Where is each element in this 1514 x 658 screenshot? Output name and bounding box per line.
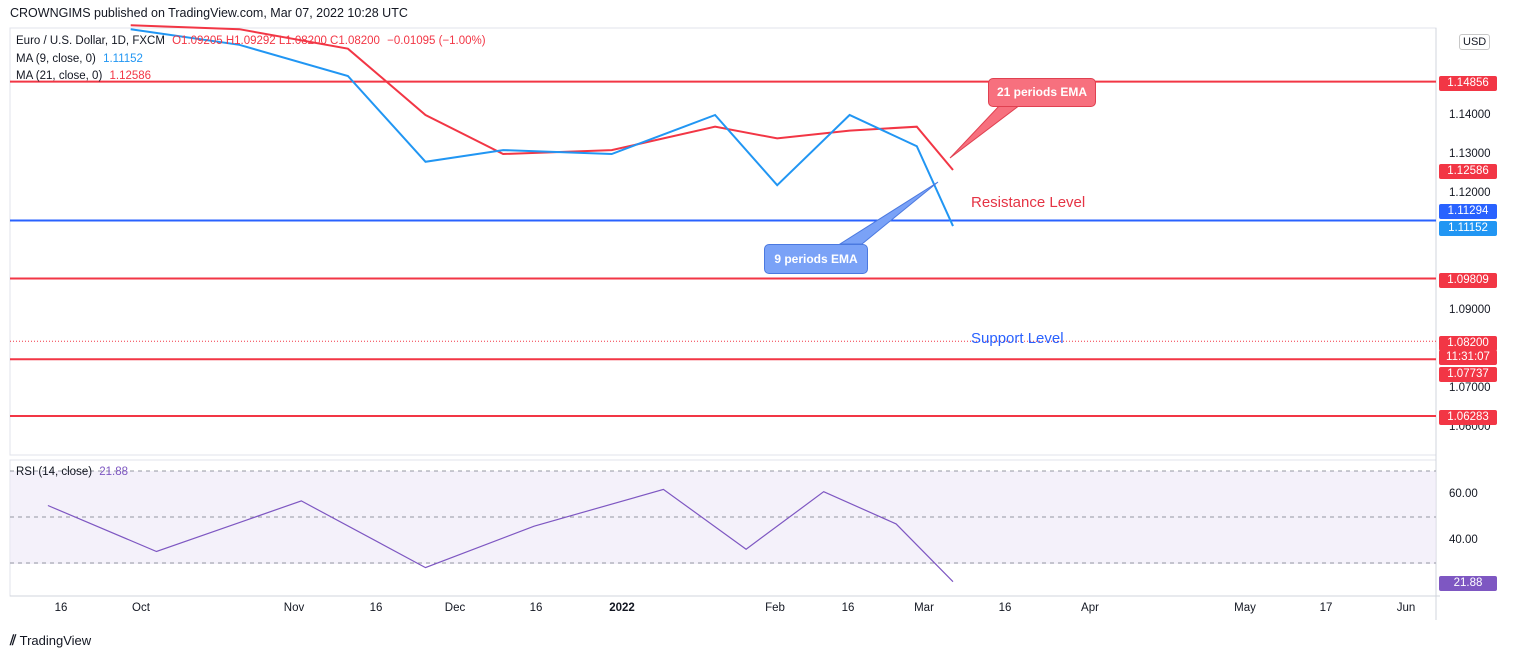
ema21-callout[interactable]: 21 periods EMA: [988, 78, 1096, 107]
ma21-legend[interactable]: MA (21, close, 0) 1.12586: [16, 70, 155, 82]
rsi-value: 21.88: [99, 466, 129, 478]
time-tick: 2022: [609, 602, 635, 614]
time-tick: Apr: [1081, 602, 1099, 614]
ma21-value: 1.12586: [109, 70, 152, 82]
ma21-label: MA (21, close, 0): [16, 70, 103, 82]
time-tick: 16: [841, 602, 855, 614]
time-tick: 16: [529, 602, 543, 614]
time-tick: Jun: [1396, 602, 1416, 614]
price-tag-level: 1.07737: [1439, 367, 1497, 382]
ma9-value: 1.11152: [103, 53, 143, 65]
rsi-tick: 60.00: [1449, 488, 1478, 500]
time-tick: Oct: [132, 602, 150, 614]
rsi-label: RSI (14, close): [16, 466, 93, 478]
resistance-level-label[interactable]: Resistance Level: [971, 194, 1086, 211]
price-tag-blue-level: 1.11294: [1439, 204, 1497, 219]
currency-badge[interactable]: USD: [1459, 34, 1491, 50]
time-tick: 16: [54, 602, 68, 614]
price-tag-level: 1.14856: [1439, 76, 1497, 91]
price-tick: 1.13000: [1449, 148, 1491, 160]
price-tag-ma21: 1.12586: [1439, 164, 1497, 179]
rsi-line: [47, 488, 954, 583]
countdown-tag: 11:31:07: [1439, 350, 1497, 365]
ohlc-values: O1.09205 H1.09292 L1.08200 C1.08200: [172, 35, 380, 47]
publish-info: CROWNGIMS published on TradingView.com, …: [10, 6, 408, 20]
symbol-legend[interactable]: Euro / U.S. Dollar, 1D, FXCM O1.09205 H1…: [16, 35, 490, 47]
rsi-tick: 40.00: [1449, 534, 1478, 546]
time-tick: Dec: [444, 602, 466, 614]
support-level-label[interactable]: Support Level: [971, 330, 1064, 347]
price-tick: 1.07000: [1449, 382, 1491, 394]
tradingview-brand: TradingView: [19, 633, 92, 648]
price-pane: [9, 27, 1437, 456]
price-tick: 1.09000: [1449, 304, 1491, 316]
price-tag-level: 1.06283: [1439, 410, 1497, 425]
price-tick: 1.12000: [1449, 187, 1491, 199]
time-tick: Nov: [283, 602, 305, 614]
time-tick: Feb: [765, 602, 785, 614]
ma9-label: MA (9, close, 0): [16, 53, 96, 65]
tradingview-logo[interactable]: ⫽ TradingView: [10, 632, 91, 649]
time-tick: 17: [1319, 602, 1333, 614]
ma21-line: [130, 24, 954, 171]
price-tick: 1.14000: [1449, 109, 1491, 121]
price-change: −0.01095 (−1.00%): [387, 35, 486, 47]
price-tag-last: 1.08200: [1439, 336, 1497, 351]
price-tag-level: 1.09809: [1439, 273, 1497, 288]
ema9-callout[interactable]: 9 periods EMA: [764, 244, 868, 274]
rsi-legend[interactable]: RSI (14, close) 21.88: [16, 466, 132, 478]
time-tick: 16: [998, 602, 1012, 614]
time-tick: May: [1234, 602, 1256, 614]
ma9-line: [130, 28, 954, 227]
rsi-value-tag: 21.88: [1439, 576, 1497, 591]
time-tick: Mar: [914, 602, 934, 614]
ma9-legend[interactable]: MA (9, close, 0) 1.11152: [16, 53, 147, 65]
price-tag-ma9: 1.11152: [1439, 221, 1497, 236]
symbol-title: Euro / U.S. Dollar, 1D, FXCM: [16, 35, 165, 47]
tradingview-logo-icon: ⫽: [10, 632, 17, 648]
time-tick: 16: [369, 602, 383, 614]
